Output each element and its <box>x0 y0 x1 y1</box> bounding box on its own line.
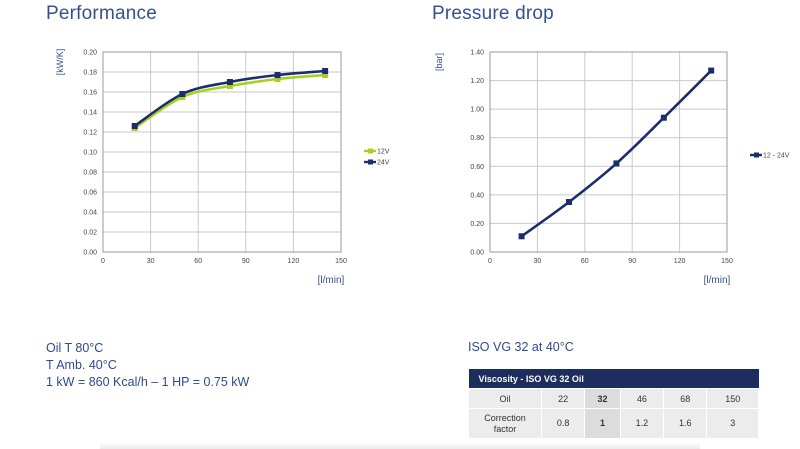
pressure-drop-xlabel: [l/min] <box>704 275 731 286</box>
performance-data-point <box>274 72 281 78</box>
pressure-drop-data-point <box>613 160 620 167</box>
viscosity-table: Viscosity - ISO VG 32 Oil Oil 22 32 46 6… <box>468 369 759 439</box>
pressure-drop-title: Pressure drop <box>432 3 554 24</box>
pressure-drop-legend-label: 12 - 24V <box>763 153 790 160</box>
performance-ytick-label: 0.12 <box>83 130 97 137</box>
ambient-temperature-note: T Amb. 40°C <box>46 358 117 372</box>
performance-data-point <box>322 68 329 74</box>
correction-factor-cell: 1 <box>584 408 621 439</box>
pressure-drop-plot-frame <box>489 51 728 253</box>
pressure-drop-xtick-label: 30 <box>534 258 542 265</box>
performance-plot-frame <box>102 51 342 253</box>
pressure-drop-ytick-label: 1.20 <box>470 78 484 85</box>
performance-ytick-label: 0.08 <box>83 170 97 177</box>
performance-xlabel: [l/min] <box>318 275 345 286</box>
pressure-drop-xtick-label: 150 <box>721 258 733 265</box>
pressure-drop-data-point <box>660 114 667 121</box>
oil-cell: 68 <box>663 388 708 409</box>
performance-legend-marker <box>368 159 373 165</box>
oil-cell: 32 <box>584 388 621 409</box>
pressure-drop-ytick-label: 0.40 <box>470 192 484 199</box>
pressure-drop-data-point <box>518 233 525 240</box>
pressure-drop-ytick-label: 0.20 <box>470 221 484 228</box>
performance-data-point <box>131 123 138 129</box>
performance-data-point <box>322 72 329 78</box>
pressure-drop-ytick-label: 1.00 <box>470 107 484 114</box>
performance-ytick-label: 0.06 <box>83 190 97 197</box>
performance-xtick-label: 150 <box>335 258 347 265</box>
correction-factor-cell: 3 <box>706 408 759 439</box>
performance-legend-label: 24V <box>377 160 390 167</box>
performance-data-point <box>226 79 233 85</box>
unit-conversion-note: 1 kW = 860 Kcal/h – 1 HP = 0.75 kW <box>46 375 250 389</box>
pressure-drop-ytick-label: 0.80 <box>470 135 484 142</box>
pressure-drop-xtick-label: 0 <box>488 258 492 265</box>
performance-ylabel: [kW/K] <box>55 49 65 76</box>
performance-ytick-label: 0.02 <box>83 230 97 237</box>
performance-ytick-label: 0.20 <box>83 50 97 57</box>
pressure-drop-series-line <box>520 69 713 238</box>
performance-xtick-label: 60 <box>194 258 202 265</box>
performance-xtick-label: 90 <box>242 258 250 265</box>
correction-factor-cell: 0.8 <box>540 408 586 439</box>
correction-label-line1: Correction <box>484 412 526 423</box>
pressure-drop-legend-marker <box>754 152 759 158</box>
performance-legend-label: 12V <box>377 149 390 156</box>
performance-xtick-label: 0 <box>101 258 105 265</box>
conditions-notes: Oil T 80°C T Amb. 40°C 1 kW = 860 Kcal/h… <box>46 340 249 391</box>
correction-label-line2: factor <box>493 423 517 434</box>
performance-ytick-label: 0.10 <box>83 150 97 157</box>
pressure-drop-ytick-label: 0.00 <box>470 250 484 257</box>
pressure-drop-ytick-label: 0.60 <box>470 164 484 171</box>
performance-ytick-label: 0.16 <box>83 90 97 97</box>
performance-xtick-label: 30 <box>147 258 155 265</box>
performance-ytick-label: 0.14 <box>83 110 97 117</box>
correction-factor-cell: 1.6 <box>663 408 708 439</box>
correction-factor-row-label: Correction factor <box>468 408 542 439</box>
performance-data-point <box>226 83 233 89</box>
performance-data-point <box>274 76 281 82</box>
bottom-shadow <box>100 442 700 449</box>
performance-title: Performance <box>46 3 157 24</box>
pressure-drop-xtick-label: 60 <box>581 258 589 265</box>
performance-ytick-label: 0.04 <box>83 210 97 217</box>
pressure-drop-xtick-label: 120 <box>674 258 686 265</box>
performance-data-point <box>179 91 186 97</box>
pressure-drop-ytick-label: 1.40 <box>470 50 484 57</box>
oil-temperature-note: Oil T 80°C <box>46 341 104 355</box>
pressure-drop-data-point <box>708 67 715 74</box>
pressure-drop-xtick-label: 90 <box>628 258 636 265</box>
oil-cell: 46 <box>619 388 665 409</box>
pressure-drop-data-point <box>566 199 572 205</box>
oil-cell: 150 <box>706 388 759 409</box>
performance-ytick-label: 0.18 <box>83 70 97 77</box>
performance-ytick-label: 0.00 <box>83 250 97 257</box>
pressure-drop-ylabel: [bar] <box>434 53 444 71</box>
performance-xtick-label: 120 <box>288 258 300 265</box>
correction-factor-cell: 1.2 <box>619 408 665 439</box>
viscosity-note: ISO VG 32 at 40°C <box>468 340 574 354</box>
oil-cell: 22 <box>540 388 586 409</box>
performance-legend-marker <box>368 148 373 154</box>
viscosity-table-title: Viscosity - ISO VG 32 Oil <box>468 369 759 389</box>
oil-row-label: Oil <box>468 388 542 409</box>
